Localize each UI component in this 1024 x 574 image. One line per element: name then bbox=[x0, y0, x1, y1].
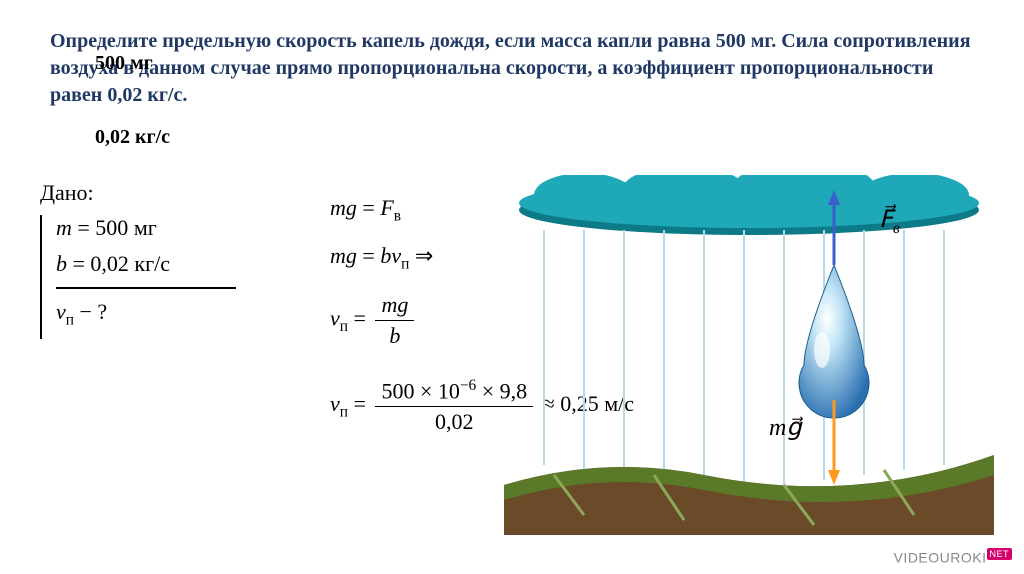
coeff-eq: = 0,02 bbox=[67, 251, 134, 276]
find-var: v bbox=[56, 299, 66, 324]
mass-unit: мг bbox=[134, 215, 157, 240]
watermark: VIDEOUROKINET bbox=[894, 549, 1012, 566]
mass-var: m bbox=[56, 215, 72, 240]
ground-icon bbox=[504, 455, 994, 535]
problem-text: Определите предельную скорость капель до… bbox=[50, 30, 971, 106]
find-q: − ? bbox=[74, 299, 107, 324]
eq4-num-a: 500 × 10 bbox=[381, 378, 459, 403]
eq3-sub: п bbox=[340, 318, 348, 335]
eq1-rhs: F bbox=[380, 195, 393, 220]
force-down-label: mg⃗ bbox=[769, 415, 804, 441]
cloud-icon bbox=[519, 175, 979, 235]
eq3-v: v bbox=[330, 305, 340, 330]
eq4-eq: = bbox=[348, 391, 371, 416]
eq3-fraction: mg b bbox=[375, 292, 414, 349]
eq3-eq: = bbox=[348, 305, 371, 330]
eq3-num: mg bbox=[375, 292, 414, 321]
find-sub: п bbox=[66, 311, 74, 328]
eq1-lhs: mg bbox=[330, 195, 357, 220]
given-mass: m = 500 мг bbox=[56, 215, 236, 241]
watermark-badge: NET bbox=[987, 548, 1013, 560]
eq2-lhs: mg bbox=[330, 243, 357, 268]
given-values: m = 500 мг b = 0,02 кг/с vп − ? bbox=[40, 215, 236, 339]
eq2-arrow: ⇒ bbox=[409, 243, 433, 268]
mass-eq: = 500 bbox=[72, 215, 134, 240]
overlay-mass: 500 мг bbox=[95, 52, 153, 75]
eq2-rhs-b: b bbox=[380, 243, 391, 268]
watermark-text: VIDEOUROKI bbox=[894, 550, 987, 566]
eq2-rhs-v: v bbox=[391, 243, 401, 268]
eq4-num-exp: −6 bbox=[460, 377, 476, 394]
eq4-v: v bbox=[330, 391, 340, 416]
eq1-eq: = bbox=[357, 195, 380, 220]
given-find: vп − ? bbox=[56, 299, 236, 329]
given-block: Дано: m = 500 мг b = 0,02 кг/с vп − ? bbox=[40, 180, 94, 216]
given-divider bbox=[56, 287, 236, 289]
problem-statement: Определите предельную скорость капель до… bbox=[0, 0, 1024, 119]
eq2-eq: = bbox=[357, 243, 380, 268]
given-coeff: b = 0,02 кг/с bbox=[56, 251, 236, 277]
coeff-var: b bbox=[56, 251, 67, 276]
raindrop-illustration: F⃗в mg⃗ bbox=[504, 175, 994, 535]
eq1-rhs-sub: в bbox=[394, 207, 401, 224]
overlay-coeff: 0,02 кг/с bbox=[95, 126, 170, 149]
water-drop-icon bbox=[799, 265, 869, 418]
eq4-sub: п bbox=[340, 403, 348, 420]
rain-lines bbox=[544, 230, 944, 485]
coeff-unit: кг/с bbox=[134, 251, 170, 276]
eq3-den: b bbox=[375, 321, 414, 349]
given-label: Дано: bbox=[40, 180, 94, 206]
